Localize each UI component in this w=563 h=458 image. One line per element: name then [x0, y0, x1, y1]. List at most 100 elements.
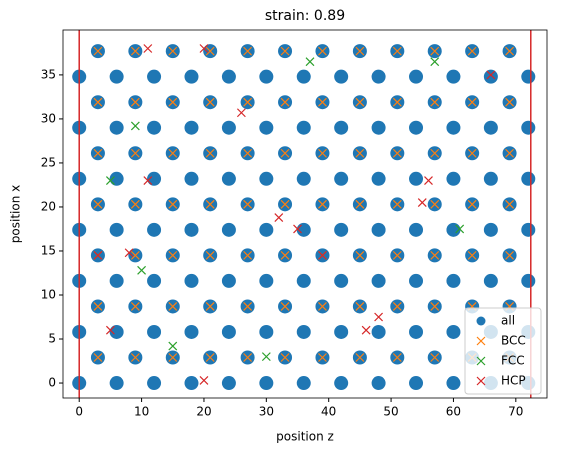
point — [505, 250, 515, 260]
point — [296, 273, 311, 288]
plot-frame — [62, 29, 548, 399]
point — [184, 324, 199, 339]
point — [243, 148, 253, 158]
point — [467, 199, 477, 209]
point — [93, 250, 103, 260]
point — [109, 69, 124, 84]
point — [446, 324, 461, 339]
point — [130, 97, 140, 107]
point — [184, 120, 199, 135]
point — [130, 353, 140, 362]
point — [455, 224, 465, 234]
y-tick-label: 35 — [41, 67, 56, 81]
point — [184, 171, 199, 186]
point — [261, 352, 271, 362]
point — [467, 97, 477, 107]
x-tick-label: 40 — [321, 405, 336, 419]
point — [505, 148, 515, 158]
point — [147, 69, 162, 84]
point — [243, 302, 253, 311]
y-tick-label: 25 — [41, 155, 56, 169]
point — [274, 213, 284, 222]
point — [334, 324, 349, 339]
point — [243, 97, 253, 107]
point — [318, 199, 327, 209]
point — [130, 148, 140, 158]
point — [199, 44, 209, 53]
x-tick-label: 0 — [75, 405, 83, 419]
point — [259, 69, 274, 84]
point — [147, 376, 162, 391]
legend-label: BCC — [501, 334, 526, 348]
point — [147, 120, 162, 135]
point — [259, 273, 274, 288]
point — [355, 302, 365, 311]
point — [130, 121, 140, 131]
point — [280, 250, 290, 260]
point — [371, 376, 386, 391]
point — [280, 46, 290, 56]
point — [243, 353, 253, 362]
point — [334, 69, 349, 84]
point — [334, 273, 349, 288]
point — [430, 97, 440, 107]
point — [168, 302, 178, 311]
point — [205, 46, 215, 56]
point — [296, 69, 311, 84]
y-tick-label: 10 — [41, 287, 56, 301]
legend-label: FCC — [501, 354, 525, 368]
point — [105, 325, 115, 335]
point — [430, 250, 440, 260]
point — [143, 44, 153, 53]
point — [243, 46, 253, 56]
point — [521, 69, 536, 84]
point — [168, 250, 178, 260]
legend-marker — [476, 376, 486, 386]
point — [505, 46, 515, 56]
point — [130, 250, 140, 260]
point — [483, 69, 498, 84]
point — [243, 199, 253, 209]
y-axis-label: position x — [9, 185, 23, 243]
point — [109, 324, 124, 339]
point — [483, 171, 498, 186]
point — [371, 120, 386, 135]
point — [184, 222, 199, 237]
point — [318, 46, 327, 56]
point — [205, 148, 215, 158]
point — [355, 250, 365, 260]
point — [259, 120, 274, 135]
point — [374, 312, 384, 322]
point — [305, 57, 315, 67]
point — [168, 97, 178, 107]
point — [199, 375, 209, 385]
point — [446, 120, 461, 135]
point — [392, 97, 402, 107]
point — [392, 199, 402, 209]
point — [409, 324, 424, 339]
point — [130, 199, 140, 209]
point — [168, 46, 178, 56]
point — [221, 376, 236, 391]
point — [236, 108, 246, 118]
point — [521, 171, 536, 186]
point — [483, 273, 498, 288]
point — [280, 353, 290, 362]
point — [355, 97, 365, 107]
point — [483, 120, 498, 135]
x-tick-label: 20 — [196, 405, 211, 419]
point — [392, 302, 402, 311]
point — [521, 273, 536, 288]
point — [467, 250, 477, 260]
point — [392, 148, 402, 158]
x-tick-label: 30 — [259, 405, 274, 419]
point — [318, 302, 327, 311]
point — [168, 353, 178, 362]
point — [430, 302, 440, 311]
x-tick-label: 50 — [383, 405, 398, 419]
point — [280, 148, 290, 158]
point — [109, 222, 124, 237]
point — [205, 199, 215, 209]
point — [93, 302, 103, 311]
point — [430, 148, 440, 158]
